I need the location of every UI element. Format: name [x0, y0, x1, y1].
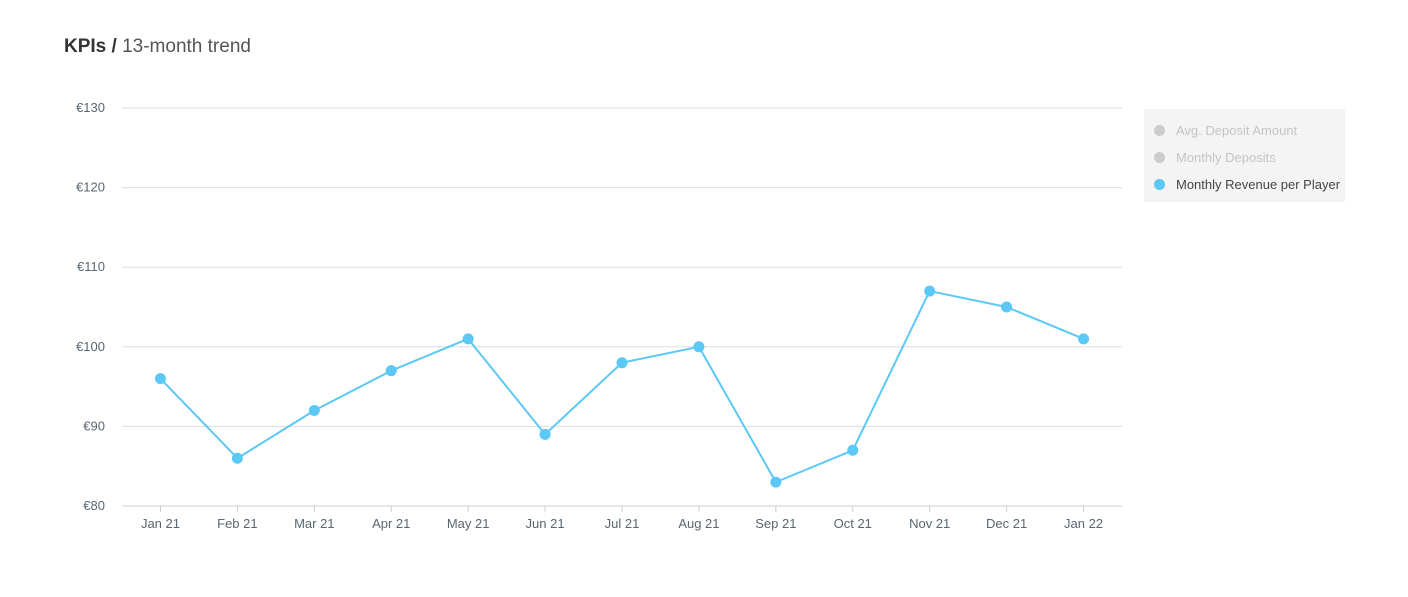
legend-marker: [1154, 125, 1165, 136]
legend-item-avg-deposit-amount[interactable]: Avg. Deposit Amount: [1154, 117, 1345, 144]
y-tick-label: €100: [76, 339, 105, 354]
data-point: [462, 333, 474, 345]
data-point: [770, 476, 782, 488]
data-point: [924, 285, 936, 297]
legend-marker: [1154, 152, 1165, 163]
x-tick-label: Nov 21: [909, 516, 950, 531]
title-kpis: KPIs: [64, 36, 107, 57]
y-tick-label: €130: [76, 100, 105, 115]
series-line: [159, 290, 1084, 484]
x-tick-label: May 21: [447, 516, 490, 531]
x-tick-label: Feb 21: [217, 516, 257, 531]
x-tick-label: Sep 21: [755, 516, 796, 531]
y-tick-label: €80: [83, 498, 105, 513]
data-point: [539, 428, 551, 440]
data-point: [385, 365, 397, 377]
data-point: [308, 404, 320, 416]
x-tick-label: Apr 21: [372, 516, 410, 531]
chart-title: KPIs / 13-month trend: [64, 36, 251, 58]
x-tick-label: Jan 21: [141, 516, 180, 531]
title-separator: /: [111, 36, 117, 57]
data-point: [1078, 333, 1090, 345]
data-point: [231, 452, 243, 464]
legend-label: Monthly Revenue per Player: [1176, 177, 1341, 192]
x-tick-label: Aug 21: [678, 516, 719, 531]
data-point: [847, 444, 859, 456]
y-tick-label: €110: [77, 259, 105, 274]
x-tick-label: Jun 21: [526, 516, 565, 531]
legend-item-monthly-deposits[interactable]: Monthly Deposits: [1154, 144, 1345, 171]
y-tick-label: €120: [76, 180, 105, 195]
legend-label: Monthly Deposits: [1176, 150, 1276, 165]
data-point: [154, 373, 166, 385]
data-point: [1001, 301, 1013, 313]
x-tick-label: Dec 21: [986, 516, 1027, 531]
chart-legend: Avg. Deposit Amount Monthly Deposits Mon…: [1144, 109, 1345, 202]
x-tick-label: Mar 21: [294, 516, 334, 531]
legend-item-monthly-revenue-per-player[interactable]: Monthly Revenue per Player: [1154, 171, 1345, 198]
data-point: [616, 357, 628, 369]
title-subtitle: 13-month trend: [122, 36, 251, 57]
y-tick-label: €90: [83, 418, 105, 433]
legend-marker: [1154, 179, 1165, 190]
x-tick-label: Jul 21: [605, 516, 640, 531]
legend-label: Avg. Deposit Amount: [1176, 123, 1298, 138]
data-point: [693, 341, 705, 353]
x-tick-label: Oct 21: [834, 516, 872, 531]
x-tick-label: Jan 22: [1064, 516, 1103, 531]
